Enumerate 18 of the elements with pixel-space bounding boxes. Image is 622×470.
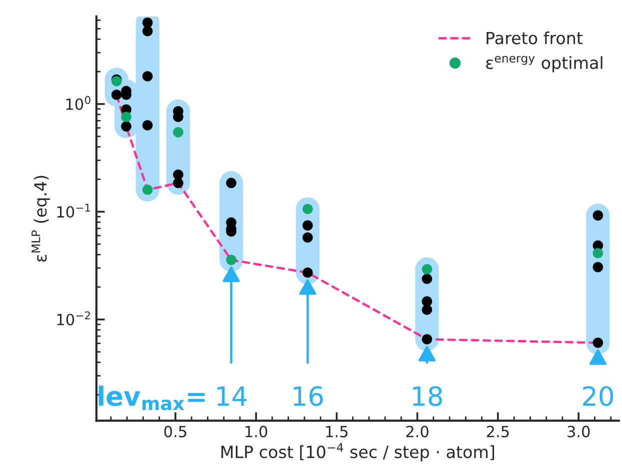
x-tick-label: 1.5 (326, 426, 348, 438)
y-tick-label: 10$^{0}$ (66, 96, 90, 110)
annotation: 20 (583, 386, 613, 406)
annotation: lev$_{max}$= (98, 386, 205, 410)
y-axis-title: ε$^{MLP}$ (eq.4) (32, 176, 50, 262)
annotation: 18 (413, 386, 442, 406)
annotation: 16 (294, 386, 323, 406)
x-tick-label: 1.0 (246, 426, 268, 438)
x-tick-label: 3.0 (568, 426, 590, 438)
annotation: 14 (217, 386, 247, 406)
legend-label: ε$^{energy}$ optimal (486, 56, 602, 72)
legend-label: Pareto front (486, 31, 583, 44)
y-tick-label: 10$^{−1}$ (57, 204, 90, 218)
x-tick-label: 0.5 (164, 426, 186, 438)
x-tick-label: 2.0 (406, 426, 428, 438)
x-axis-title: MLP cost [10$^{−4}$ sec / step · atom] (221, 443, 494, 462)
x-tick-label: 2.5 (486, 426, 509, 438)
y-tick-label: 10$^{−2}$ (57, 311, 90, 326)
